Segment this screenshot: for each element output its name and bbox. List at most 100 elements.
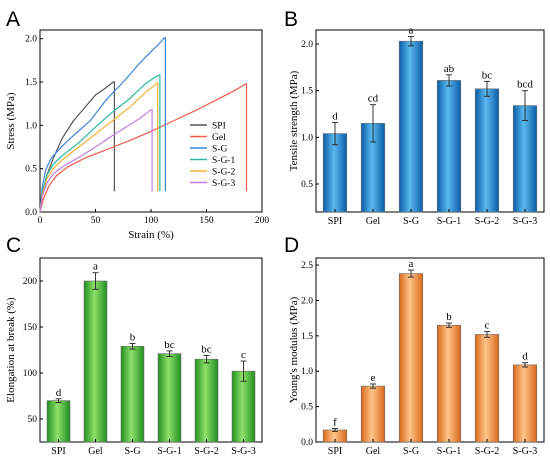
- category-label: SPI: [51, 446, 65, 457]
- category-label: S-G-1: [437, 446, 461, 457]
- bar-s-g-2: [474, 88, 500, 213]
- x-tick-label: 200: [255, 216, 270, 226]
- y-tick-label: 0.0: [301, 438, 313, 448]
- bar-s-g-3: [512, 105, 538, 213]
- elongation-chart: 50 100 150 200 d SPI a Gel b S-G bc S-G-1 bc S-G-2 c S-…: [5, 257, 263, 457]
- series-line-spi: [39, 81, 116, 213]
- bar-s-g: [120, 346, 145, 443]
- category-label: SPI: [328, 216, 342, 227]
- y-tick-label: 100: [23, 369, 38, 379]
- y-tick-label: 1.0: [25, 121, 37, 131]
- category-label: S-G-2: [475, 446, 499, 457]
- series-line-s-g-2: [39, 81, 159, 213]
- significance-label: bc: [201, 344, 212, 356]
- y-tick-label: 0.5: [301, 180, 313, 190]
- x-tick-label: 100: [144, 216, 159, 226]
- y-tick-label: 2.0: [301, 296, 313, 306]
- y-axis-label: Tensile strength (MPa): [288, 70, 300, 171]
- category-label: S-G: [403, 216, 419, 227]
- bar-s-g-1: [436, 80, 462, 213]
- bar-s-g: [398, 273, 424, 443]
- y-tick-label: 0.5: [301, 403, 313, 413]
- bar-spi: [46, 400, 71, 443]
- y-axis-label: Stress (MPa): [5, 92, 17, 149]
- y-tick-label: 1.5: [301, 332, 313, 342]
- youngs-modulus-chart: 0.0 0.5 1.0 1.5 2.0 2.5 f SPI e Gel a S-G b S-G-1 c S-G…: [288, 257, 545, 457]
- y-tick-label: 50: [28, 415, 38, 425]
- y-tick-label: 200: [23, 277, 38, 287]
- bar-s-g-1: [157, 353, 182, 443]
- significance-label: a: [409, 25, 414, 37]
- series-line-s-g-3: [39, 109, 153, 213]
- y-tick-label: 2.0: [25, 35, 37, 45]
- x-tick-label: 150: [199, 216, 214, 226]
- significance-label: a: [93, 261, 98, 273]
- legend-label: S-G-3: [212, 179, 235, 189]
- category-label: S-G: [403, 446, 419, 457]
- significance-label: d: [332, 110, 338, 122]
- y-tick-label: 2.0: [301, 40, 313, 50]
- bar-s-g-3: [231, 370, 256, 443]
- category-label: S-G: [124, 446, 140, 457]
- y-tick-label: 1.0: [301, 367, 313, 377]
- category-label: S-G-1: [437, 216, 461, 227]
- legend-label: S-G: [212, 145, 227, 155]
- category-label: Gel: [366, 216, 381, 227]
- category-label: Gel: [366, 446, 381, 457]
- bar-s-g-2: [474, 334, 500, 443]
- significance-label: d: [522, 351, 528, 363]
- plot-frame: [39, 257, 263, 443]
- tensile-strength-chart: 0.5 1.0 1.5 2.0 d SPI cd Gel a S-G ab S-G-1 bc S-G-2 b…: [288, 25, 545, 227]
- series-line-gel: [39, 82, 248, 213]
- panel-label-a: A: [6, 8, 20, 31]
- plot-frame: [315, 257, 545, 443]
- panel-label-c: C: [6, 234, 21, 257]
- significance-label: b: [446, 311, 452, 323]
- stress-strain-chart: 0 50 100 150 2000.00.51.01.52.0SPIGelS-GS-G-…: [5, 29, 270, 241]
- panel-label-d: D: [284, 234, 299, 257]
- y-tick-label: 1.5: [25, 78, 37, 88]
- significance-label: e: [371, 372, 376, 384]
- y-tick-label: 2.5: [301, 261, 313, 271]
- bar-s-g-2: [194, 358, 219, 443]
- legend-label: S-G-1: [212, 156, 235, 166]
- y-tick-label: 150: [23, 323, 38, 333]
- series-line-s-g-1: [39, 74, 161, 213]
- y-tick-label: 0.0: [25, 208, 37, 218]
- significance-label: b: [130, 332, 136, 344]
- significance-label: cd: [368, 93, 379, 105]
- significance-label: c: [241, 349, 246, 361]
- bar-gel: [83, 280, 108, 443]
- category-label: SPI: [328, 446, 342, 457]
- significance-label: bcd: [517, 79, 533, 91]
- x-axis-label: Strain (%): [128, 229, 174, 241]
- significance-label: ab: [444, 63, 455, 75]
- bar-s-g: [398, 40, 424, 213]
- category-label: S-G-3: [513, 216, 537, 227]
- significance-label: c: [485, 320, 490, 332]
- category-label: S-G-2: [194, 446, 218, 457]
- significance-label: f: [333, 417, 337, 429]
- legend-label: S-G-2: [212, 168, 235, 178]
- legend-label: Gel: [212, 133, 226, 143]
- bar-gel: [360, 385, 386, 443]
- y-axis-label: Elongation at break (%): [5, 297, 17, 403]
- significance-label: bc: [164, 339, 175, 351]
- legend-label: SPI: [212, 122, 226, 132]
- category-label: Gel: [88, 446, 103, 457]
- category-label: S-G-2: [475, 216, 499, 227]
- y-tick-label: 1.0: [301, 133, 313, 143]
- significance-label: d: [56, 387, 62, 399]
- bar-spi: [322, 133, 348, 213]
- y-axis-label: Young's modulus (MPa): [288, 296, 300, 403]
- bar-s-g-3: [512, 364, 538, 443]
- category-label: S-G-3: [231, 446, 255, 457]
- category-label: S-G-1: [157, 446, 181, 457]
- plot-frame: [315, 29, 545, 213]
- panel-label-b: B: [284, 8, 298, 31]
- series-line-s-g: [39, 37, 166, 213]
- bar-s-g-1: [436, 324, 462, 443]
- x-tick-label: 50: [91, 216, 101, 226]
- x-tick-label: 0: [38, 216, 43, 226]
